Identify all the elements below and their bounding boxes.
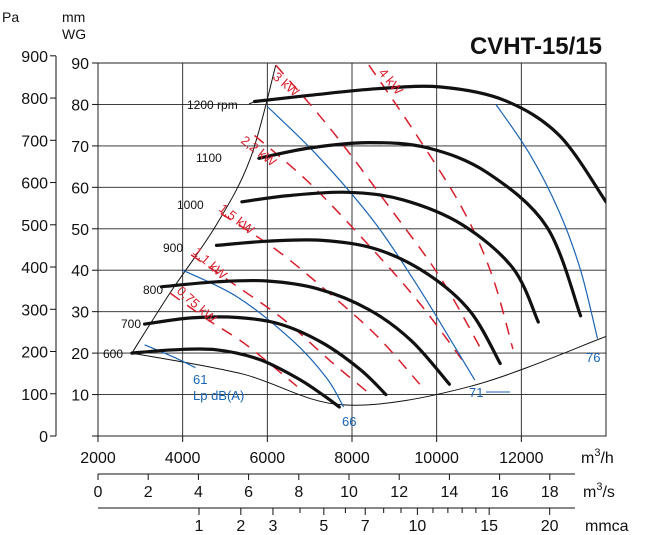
noise-line: [495, 104, 599, 339]
power-line-label: 1,5 kW: [216, 201, 258, 238]
fan-speed-curve: [130, 347, 341, 409]
mmca-tick-label: 5: [319, 518, 328, 535]
y-unit-pa: Pa: [2, 9, 19, 25]
fan-speed-curve: [143, 315, 388, 397]
power-line-label: 4 kW: [376, 65, 407, 98]
noise-line: [144, 344, 196, 369]
m3s-tick-label: 12: [390, 484, 408, 501]
chart-title: CVHT-15/15: [470, 33, 602, 60]
mmca-tick-label: 1: [195, 518, 204, 535]
fan-speed-curve: [214, 238, 502, 366]
m3s-tick-label: 8: [294, 484, 303, 501]
power-line: [275, 64, 484, 354]
m3s-tick-label: 2: [144, 484, 153, 501]
power-line: [368, 64, 514, 350]
m3h-tick-label: 8000: [334, 450, 370, 467]
fan-curve-label: 1000: [177, 198, 204, 212]
m3h-tick-label: 6000: [250, 450, 286, 467]
mmca-tick-label: 7: [361, 518, 370, 535]
mmwg-tick-label: 70: [71, 139, 89, 156]
m3s-tick-label: 18: [541, 484, 559, 501]
mmwg-tick-label: 50: [71, 222, 89, 239]
fan-label-leader: [248, 101, 255, 105]
pa-tick-label: 0: [39, 429, 48, 446]
mmwg-tick-label: 30: [71, 305, 89, 322]
pa-tick-label: 500: [21, 218, 48, 235]
fan-curve-label: 700: [121, 317, 141, 331]
m3s-unit: m3/s: [583, 481, 615, 501]
noise-line-label: 76: [586, 350, 600, 365]
m3s-tick-label: 0: [94, 484, 103, 501]
pa-tick-label: 900: [21, 49, 48, 66]
stall-envelope-line: [131, 64, 277, 354]
mmwg-tick-label: 60: [71, 180, 89, 197]
power-line-label: 1,1 kW: [190, 244, 231, 283]
m3s-tick-label: 14: [441, 484, 459, 501]
pa-tick-label: 300: [21, 302, 48, 319]
mmwg-tick-label: 40: [71, 263, 89, 280]
pa-tick-label: 200: [21, 345, 48, 362]
fan-speed-curve: [240, 190, 540, 324]
power-line: [254, 134, 467, 366]
fan-speed-curve: [257, 140, 583, 318]
pa-tick-label: 800: [21, 91, 48, 108]
m3s-tick-label: 10: [340, 484, 358, 501]
power-line: [169, 292, 298, 387]
fan-speed-curve: [253, 84, 606, 204]
y-unit-mmwg: mm WG: [62, 9, 86, 42]
noise-line: [182, 269, 345, 408]
mmwg-tick-label: 20: [71, 346, 89, 363]
power-line: [190, 254, 374, 398]
noise-line-label: 71: [469, 385, 483, 400]
pa-tick-label: 700: [21, 133, 48, 150]
mmca-unit: mmca: [585, 518, 629, 535]
m3s-tick-label: 4: [194, 484, 203, 501]
pa-tick-label: 600: [21, 176, 48, 193]
noise-axis-label: Lp dB(A): [193, 388, 244, 403]
pa-tick-label: 100: [21, 387, 48, 404]
m3s-tick-label: 6: [244, 484, 253, 501]
m3h-unit: m3/h: [581, 447, 614, 467]
mmwg-tick-label: 10: [71, 388, 89, 405]
mmca-tick-label: 15: [480, 518, 498, 535]
mmca-tick-label: 10: [408, 518, 426, 535]
mmwg-tick-label: 90: [71, 56, 89, 73]
system-boundary-line: [131, 336, 606, 406]
fan-curve-label: 900: [163, 241, 183, 255]
fan-curve-label: 1200 rpm: [187, 98, 238, 112]
mmwg-tick-label: 80: [71, 97, 89, 114]
m3s-tick-label: 16: [491, 484, 509, 501]
fan-curve-label: 800: [143, 283, 163, 297]
mmca-tick-label: 2: [236, 518, 245, 535]
mmca-tick-label: 20: [541, 518, 559, 535]
noise-line: [266, 106, 476, 381]
m3h-tick-label: 2000: [80, 450, 116, 467]
fan-curve-label: 1100: [196, 151, 222, 165]
m3h-tick-label: 10000: [414, 450, 459, 467]
pa-tick-label: 400: [21, 260, 48, 277]
fan-curve-label: 600: [103, 347, 123, 361]
noise-line-label: 61: [193, 372, 207, 387]
noise-line-label: 66: [342, 414, 356, 429]
grid-lines: [98, 62, 606, 436]
mmca-tick-label: 3: [268, 518, 277, 535]
fan-speed-curve: [159, 278, 451, 386]
m3h-tick-label: 4000: [165, 450, 201, 467]
m3h-tick-label: 12000: [499, 450, 544, 467]
